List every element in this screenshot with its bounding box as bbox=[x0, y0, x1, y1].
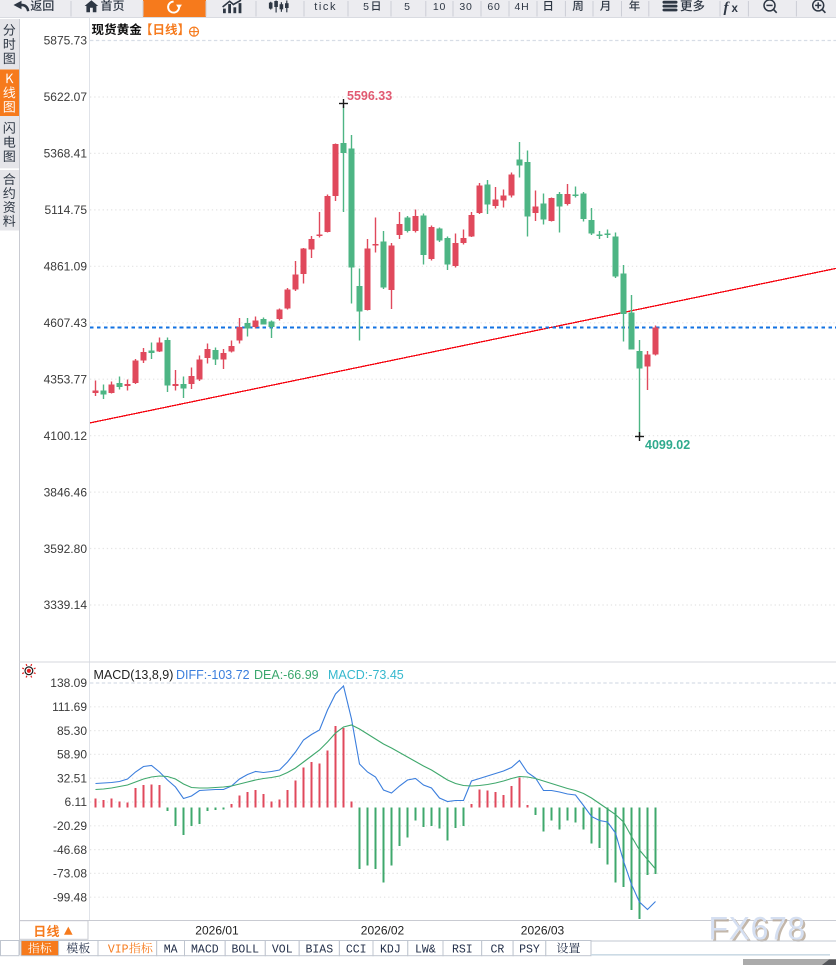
svg-text:-20.29: -20.29 bbox=[53, 819, 87, 833]
svg-text:MACD:-73.45: MACD:-73.45 bbox=[328, 668, 404, 682]
svg-text:KDJ: KDJ bbox=[380, 943, 401, 956]
svg-text:5: 5 bbox=[404, 1, 411, 13]
svg-text:x: x bbox=[732, 3, 739, 15]
svg-text:RSI: RSI bbox=[452, 943, 473, 956]
svg-text:2026/02: 2026/02 bbox=[361, 924, 405, 938]
svg-text:111.69: 111.69 bbox=[52, 700, 87, 714]
svg-text:4353.77: 4353.77 bbox=[44, 372, 88, 386]
svg-text:3592.80: 3592.80 bbox=[44, 542, 88, 556]
svg-text:10: 10 bbox=[433, 1, 446, 13]
svg-text:PSY: PSY bbox=[519, 943, 540, 956]
svg-text:5875.73: 5875.73 bbox=[44, 34, 88, 48]
svg-text:85.30: 85.30 bbox=[57, 724, 87, 738]
svg-text:BIAS: BIAS bbox=[305, 943, 333, 956]
svg-text:58.90: 58.90 bbox=[57, 748, 87, 762]
svg-text:2026/01: 2026/01 bbox=[195, 924, 239, 938]
svg-text:DIFF:-103.72: DIFF:-103.72 bbox=[176, 668, 250, 682]
svg-text:4607.43: 4607.43 bbox=[44, 316, 88, 330]
svg-text:32.51: 32.51 bbox=[57, 771, 87, 785]
svg-text:4099.02: 4099.02 bbox=[645, 438, 690, 452]
svg-text:2026/03: 2026/03 bbox=[521, 924, 565, 938]
svg-text:5596.33: 5596.33 bbox=[347, 89, 392, 103]
svg-text:-73.08: -73.08 bbox=[53, 867, 87, 881]
svg-text:CCI: CCI bbox=[346, 943, 367, 956]
svg-text:-46.68: -46.68 bbox=[53, 843, 87, 857]
svg-text:60: 60 bbox=[487, 1, 500, 13]
svg-text:MACD(13,8,9): MACD(13,8,9) bbox=[94, 668, 174, 682]
svg-text:5114.75: 5114.75 bbox=[45, 203, 88, 217]
svg-text:4861.09: 4861.09 bbox=[44, 260, 88, 274]
svg-text:5: 5 bbox=[363, 1, 370, 13]
svg-text:LW&: LW& bbox=[415, 943, 436, 956]
svg-text:BOLL: BOLL bbox=[231, 943, 259, 956]
svg-text:5368.41: 5368.41 bbox=[44, 147, 88, 161]
svg-text:tick: tick bbox=[314, 1, 337, 13]
svg-text:MACD: MACD bbox=[191, 943, 219, 956]
svg-text:CR: CR bbox=[490, 943, 504, 956]
svg-text:-99.48: -99.48 bbox=[53, 890, 87, 904]
svg-text:5622.07: 5622.07 bbox=[44, 90, 88, 104]
svg-text:3846.46: 3846.46 bbox=[44, 485, 88, 499]
svg-text:VIP: VIP bbox=[108, 943, 129, 956]
svg-text:f: f bbox=[724, 0, 731, 16]
svg-text:MA: MA bbox=[164, 943, 178, 956]
svg-text:138.09: 138.09 bbox=[50, 676, 87, 690]
svg-text:3339.14: 3339.14 bbox=[44, 598, 88, 612]
svg-text:DEA:-66.99: DEA:-66.99 bbox=[254, 668, 319, 682]
svg-text:30: 30 bbox=[459, 1, 472, 13]
svg-text:4100.12: 4100.12 bbox=[44, 429, 88, 443]
svg-text:6.11: 6.11 bbox=[65, 795, 88, 809]
svg-text:FX678: FX678 bbox=[711, 913, 808, 949]
svg-text:4H: 4H bbox=[514, 1, 529, 13]
svg-text:VOL: VOL bbox=[272, 943, 293, 956]
